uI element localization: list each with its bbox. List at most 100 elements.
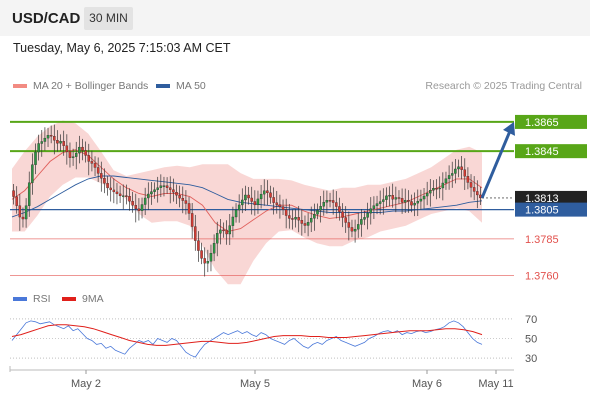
candle-body	[93, 163, 97, 168]
rsi-series-9ma	[11, 324, 483, 346]
candle-body	[143, 197, 147, 205]
candle-body	[165, 185, 169, 188]
candle-body	[222, 229, 225, 232]
candle-body	[53, 136, 56, 141]
candle-body	[103, 178, 106, 184]
candle-body	[81, 146, 84, 151]
candle-body	[112, 189, 116, 193]
candle-body	[331, 200, 335, 203]
price-label-box-1.3805	[515, 202, 587, 217]
x-tick-label-0: May 2	[71, 378, 101, 390]
legend-swatch-ma-bollinger	[13, 84, 27, 89]
currency-pair-title: USD/CAD	[12, 10, 81, 27]
candle-body	[65, 145, 69, 152]
candle-body	[316, 210, 319, 215]
projection-arrow-line	[480, 130, 512, 199]
candle-body	[382, 199, 385, 202]
legend-ma50: MA 50	[156, 80, 206, 92]
candle-body	[291, 218, 294, 220]
candle-body	[200, 250, 203, 259]
timeframe-badge[interactable]: 30 MIN	[84, 7, 133, 30]
candle-body	[335, 202, 338, 207]
candle-body	[118, 193, 122, 197]
candle-body	[309, 218, 313, 223]
legend-swatch-9ma	[62, 297, 76, 302]
candle-body	[181, 198, 185, 201]
candle-body	[322, 202, 326, 207]
candle-body	[300, 220, 304, 224]
candle-body	[256, 198, 260, 206]
candle-body	[419, 198, 423, 202]
candle-body	[162, 185, 166, 187]
candle-body	[410, 201, 413, 206]
candle-body	[153, 189, 156, 192]
candle-body	[34, 151, 37, 165]
candle-body	[306, 222, 310, 226]
candle-body	[297, 217, 300, 221]
candle-body	[425, 192, 429, 197]
x-tick-label-1: May 5	[240, 378, 270, 390]
candle-body	[106, 183, 109, 189]
timestamp: Tuesday, May 6, 2025 7:15:03 AM CET	[13, 41, 231, 55]
candle-body	[272, 197, 275, 203]
rsi-tick-50: 50	[525, 334, 537, 346]
candle-body	[134, 205, 138, 209]
candle-body	[400, 198, 404, 203]
candle-body	[90, 161, 94, 164]
candle-body	[250, 197, 253, 202]
candle-body	[228, 225, 232, 235]
legend-rsi: RSI	[13, 293, 51, 305]
price-label-1.3845: 1.3845	[525, 146, 559, 158]
candle-body	[190, 213, 194, 227]
candle-body	[347, 222, 351, 228]
candle-body	[466, 176, 470, 183]
candle-body	[15, 196, 18, 206]
candle-body	[40, 141, 44, 144]
candle-body	[49, 135, 53, 137]
candle-body	[269, 192, 272, 198]
legend-label-9ma: 9MA	[82, 293, 104, 305]
candle-body	[341, 211, 344, 218]
candle-body	[84, 150, 87, 156]
candle-body	[472, 187, 476, 192]
candle-body	[275, 202, 279, 205]
candle-body	[31, 164, 34, 183]
ma50-line	[11, 175, 483, 218]
candle-body	[281, 206, 285, 210]
candle-body	[178, 195, 181, 199]
research-credit: Research © 2025 Trading Central	[425, 80, 582, 92]
price-label-1.3785: 1.3785	[525, 234, 559, 246]
candle-body	[12, 190, 15, 197]
candle-body	[209, 253, 213, 262]
candle-body	[262, 190, 266, 195]
candle-body	[278, 204, 282, 207]
candle-body	[447, 175, 451, 179]
candle-body	[266, 190, 269, 193]
candle-body	[435, 188, 438, 190]
candle-body	[378, 201, 382, 204]
rsi-series-rsi	[11, 320, 483, 358]
price-label-box-1.3845	[515, 144, 587, 159]
candle-body	[140, 204, 144, 211]
candle-body	[460, 166, 463, 170]
candle-body	[194, 226, 197, 241]
candle-body	[325, 200, 329, 203]
legend-label-ma-bollinger: MA 20 + Bollinger Bands	[33, 80, 149, 92]
candle-body	[231, 216, 235, 226]
candle-body	[350, 227, 354, 232]
candle-body	[21, 216, 25, 220]
rsi-tick-30: 30	[525, 353, 537, 365]
candle-body	[100, 173, 103, 179]
candle-body	[432, 188, 435, 191]
candle-body	[372, 205, 376, 209]
candle-body	[78, 146, 81, 154]
candle-body	[429, 190, 432, 194]
candle-body	[206, 261, 210, 264]
candle-body	[187, 203, 191, 214]
price-label-1.3760: 1.3760	[525, 270, 559, 282]
legend-swatch-ma50	[156, 84, 170, 89]
rsi-tick-70: 70	[525, 314, 537, 326]
candle-body	[476, 191, 479, 196]
candle-body	[159, 185, 163, 188]
candle-body	[68, 151, 72, 158]
